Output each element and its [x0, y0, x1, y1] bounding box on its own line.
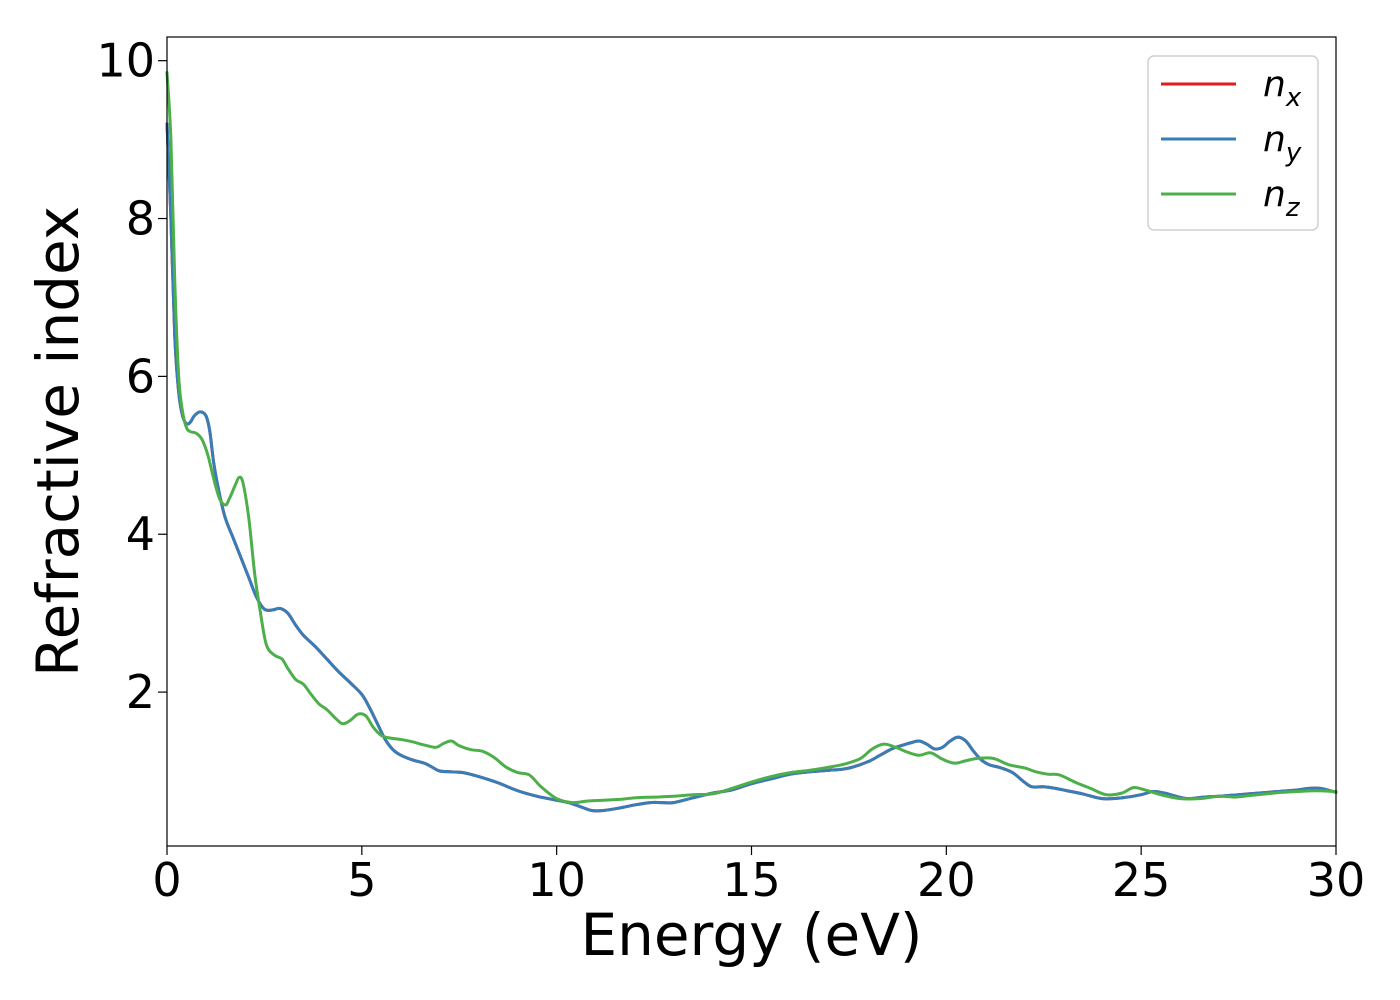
x-axis-label: Energy (eV) — [580, 901, 922, 969]
x-tick-label: 25 — [1112, 853, 1171, 907]
y-tick-label: 4 — [126, 507, 155, 561]
legend-box — [1147, 55, 1319, 231]
x-tick-label: 30 — [1307, 853, 1366, 907]
y-axis-ticks: 2 4 6 8 10 — [96, 34, 167, 719]
y-axis-label: Refractive index — [24, 206, 92, 677]
y-tick-label: 6 — [126, 349, 155, 403]
x-axis-ticks: 0 5 10 15 20 25 30 — [152, 846, 1365, 907]
legend-label-nz: nz — [1263, 174, 1301, 223]
legend-label-nx: nx — [1263, 64, 1302, 113]
y-tick-label: 8 — [126, 192, 155, 246]
series-line-ny — [165, 122, 1338, 813]
x-tick-label: 20 — [917, 853, 976, 907]
series-lines — [165, 71, 1338, 813]
y-tick-label: 10 — [96, 34, 155, 88]
x-tick-label: 5 — [347, 853, 376, 907]
x-tick-label: 10 — [527, 853, 586, 907]
x-tick-label: 0 — [152, 853, 181, 907]
x-tick-label: 15 — [722, 853, 781, 907]
legend: nx ny nz — [1147, 55, 1319, 231]
series-line-nz — [165, 71, 1338, 805]
legend-label-ny: ny — [1263, 119, 1302, 168]
y-tick-label: 2 — [126, 665, 155, 719]
